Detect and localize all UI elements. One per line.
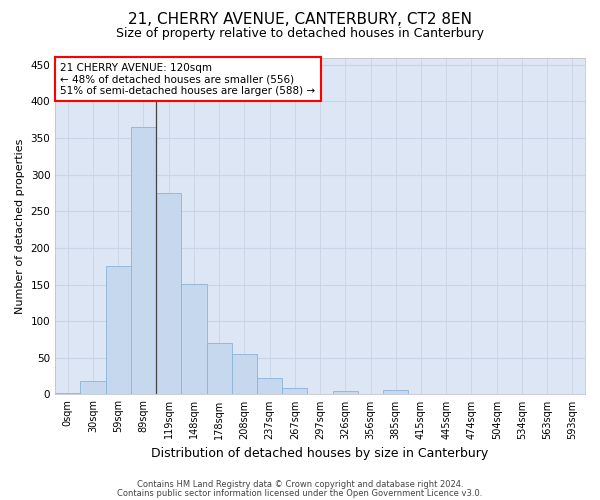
Bar [131,127,156,394]
Bar [206,343,232,394]
Text: Contains public sector information licensed under the Open Government Licence v3: Contains public sector information licen… [118,488,482,498]
Bar [181,284,206,395]
Bar [156,193,181,394]
Bar [55,393,80,394]
Bar [80,381,106,394]
X-axis label: Distribution of detached houses by size in Canterbury: Distribution of detached houses by size … [151,447,489,460]
Bar [383,390,409,394]
Text: 21 CHERRY AVENUE: 120sqm
← 48% of detached houses are smaller (556)
51% of semi-: 21 CHERRY AVENUE: 120sqm ← 48% of detach… [61,62,316,96]
Text: 21, CHERRY AVENUE, CANTERBURY, CT2 8EN: 21, CHERRY AVENUE, CANTERBURY, CT2 8EN [128,12,472,28]
Bar [257,378,282,394]
Y-axis label: Number of detached properties: Number of detached properties [15,138,25,314]
Bar [332,391,358,394]
Bar [282,388,307,394]
Text: Size of property relative to detached houses in Canterbury: Size of property relative to detached ho… [116,28,484,40]
Bar [232,354,257,395]
Text: Contains HM Land Registry data © Crown copyright and database right 2024.: Contains HM Land Registry data © Crown c… [137,480,463,489]
Bar [106,266,131,394]
